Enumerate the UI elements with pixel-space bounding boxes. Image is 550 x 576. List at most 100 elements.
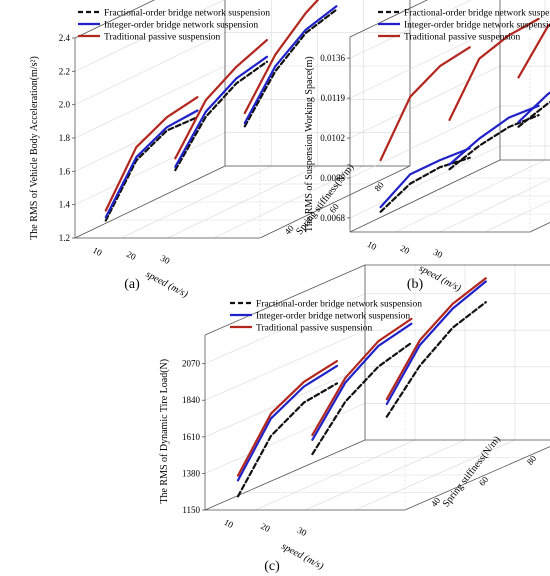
x-axis-label: speed (m/s) — [144, 269, 190, 301]
series-line-traditional — [379, 46, 471, 162]
x-tick-label: 30 — [159, 253, 172, 266]
grid-line — [74, 65, 226, 139]
series-line-fractional — [517, 100, 550, 128]
grid-line — [439, 178, 550, 233]
y-tick-label: 60 — [477, 474, 491, 488]
series-line-traditional — [448, 17, 540, 121]
z-tick-label: 1.8 — [59, 133, 71, 143]
series-line-integer — [243, 5, 338, 125]
series-line-traditional — [385, 277, 487, 401]
z-tick-label: 1380 — [182, 468, 201, 478]
z-tick-label: 0.0085 — [320, 173, 345, 183]
grid-line — [349, 145, 501, 219]
grid-line — [204, 403, 366, 474]
axis-line — [349, 0, 429, 38]
y-axis-label: Spring stiffness(N/m) — [441, 434, 503, 509]
x-tick-label: 20 — [125, 249, 138, 262]
grid-line — [349, 0, 472, 59]
series-line-integer — [174, 55, 268, 168]
x-tick-label: 10 — [91, 245, 104, 258]
series-line-integer — [236, 364, 339, 482]
grid-line — [167, 165, 318, 239]
z-tick-label: 1150 — [182, 505, 200, 515]
grid-line — [204, 293, 366, 364]
z-axis-label: The RMS of Vehicle Body Acceleration(m/s… — [29, 56, 40, 240]
grid-line — [204, 366, 366, 438]
z-tick-label: 0.0119 — [321, 93, 346, 103]
axis-line — [74, 0, 156, 39]
x-tick-label: 20 — [399, 243, 412, 256]
series-line-fractional — [236, 382, 339, 498]
axis-line — [404, 446, 550, 511]
series-line-fractional — [311, 341, 413, 456]
y-tick-label: 80 — [525, 453, 539, 467]
axis-line — [204, 264, 366, 336]
series-line-integer — [385, 280, 487, 406]
series-line-traditional — [243, 0, 320, 115]
chart-panel-2: 0.00680.00850.01020.01190.01361020304060… — [304, 0, 550, 294]
panel-label: (c) — [264, 559, 280, 574]
legend-label: Integer-order bridge network suspension — [256, 312, 410, 322]
z-tick-label: 0.0102 — [320, 133, 345, 143]
series-line-traditional — [104, 96, 199, 212]
legend-label: Integer-order bridge network suspension — [104, 21, 258, 31]
grid-line — [349, 105, 501, 179]
series-line-integer — [104, 109, 199, 219]
grid-line — [213, 165, 364, 239]
y-tick-label: 80 — [372, 180, 386, 194]
axis-line — [349, 159, 501, 233]
series-line-fractional — [379, 156, 471, 213]
z-tick-label: 1.4 — [59, 200, 71, 210]
z-tick-label: 2070 — [182, 359, 201, 369]
grid-line — [74, 32, 226, 105]
grid-line — [74, 132, 226, 205]
series-line-traditional — [517, 23, 550, 79]
x-tick-label: 10 — [366, 239, 379, 252]
series-line-traditional — [174, 39, 268, 160]
axis-line — [204, 439, 366, 511]
legend-label: Fractional-order bridge network suspensi… — [404, 9, 550, 19]
series-line-fractional — [243, 8, 338, 128]
grid-line — [304, 439, 466, 511]
grid-line — [74, 99, 226, 172]
axis-line — [259, 165, 411, 239]
z-tick-label: 0.0068 — [320, 213, 345, 223]
series-line-integer — [517, 91, 550, 124]
z-axis-label: The RMS of Dynamic Tire Load(N) — [159, 359, 170, 504]
series-line-integer — [311, 322, 413, 441]
z-tick-label: 1840 — [182, 395, 201, 405]
z-tick-label: 1610 — [182, 432, 201, 442]
z-tick-label: 1.2 — [59, 233, 70, 243]
series-line-traditional — [311, 317, 413, 437]
legend-label: Integer-order bridge network suspension — [404, 21, 550, 31]
legend-label: Traditional passive suspension — [404, 33, 521, 43]
x-axis-label: speed (m/s) — [417, 263, 463, 295]
series-line-fractional — [448, 114, 540, 171]
grid-line — [484, 200, 550, 233]
legend-label: Fractional-order bridge network suspensi… — [104, 9, 270, 19]
legend-label: Traditional passive suspension — [256, 324, 373, 334]
x-axis-label: speed (m/s) — [280, 541, 326, 573]
grid-line — [74, 0, 225, 72]
series-line-traditional — [236, 360, 339, 477]
z-tick-label: 1.6 — [59, 166, 71, 176]
series-line-fractional — [174, 60, 268, 172]
x-tick-label: 30 — [432, 247, 445, 260]
grid-line — [349, 65, 501, 139]
series-line-fractional — [104, 116, 199, 222]
z-tick-label: 2.4 — [59, 33, 71, 43]
series-line-fractional — [385, 301, 487, 418]
series-line-integer — [448, 104, 540, 166]
z-tick-label: 0.0136 — [320, 53, 345, 63]
x-tick-label: 10 — [222, 517, 235, 530]
grid-line — [204, 329, 366, 401]
series-line-integer — [379, 147, 471, 209]
x-tick-label: 20 — [259, 521, 272, 534]
grid-line — [349, 25, 501, 99]
z-axis-label: The RMS of Suspension Working Space(m) — [304, 56, 315, 232]
legend-label: Traditional passive suspension — [104, 33, 221, 43]
legend-label: Fractional-order bridge network suspensi… — [256, 300, 422, 310]
